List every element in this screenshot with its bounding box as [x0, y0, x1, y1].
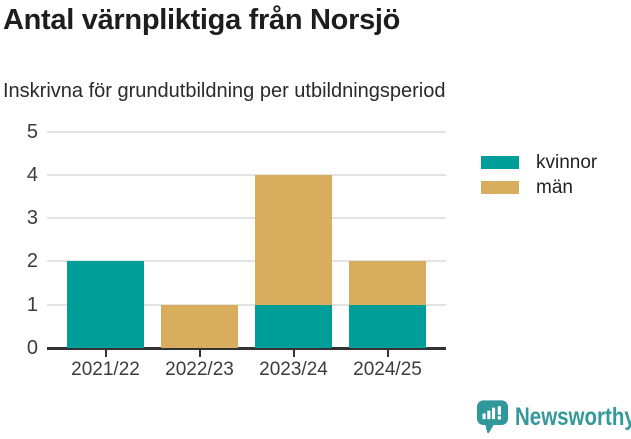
- brand-name: Newsworthy: [515, 402, 631, 431]
- newsworthy-logo-icon: [477, 400, 508, 434]
- bar-segment-kvinnor: [349, 304, 426, 348]
- legend-swatch-kvinnor: [481, 156, 519, 169]
- chart-title: Antal värnpliktiga från Norsjö: [3, 4, 401, 36]
- x-axis-tick-label: 2023/24: [259, 359, 328, 380]
- bar-segment-kvinnor: [67, 261, 144, 348]
- y-axis-tick-label: 3: [26, 207, 38, 230]
- y-axis-tick-label: 4: [26, 163, 38, 186]
- y-axis-tick-label: 5: [26, 120, 38, 143]
- bar-segment-män: [161, 304, 238, 348]
- bar-segment-män: [255, 174, 332, 305]
- x-axis-tick-label: 2021/22: [71, 359, 140, 380]
- legend-label: kvinnor: [536, 151, 598, 173]
- x-axis-tick-mark: [386, 349, 389, 357]
- y-axis-tick-label: 2: [26, 250, 38, 273]
- legend-label: män: [536, 176, 573, 198]
- x-axis-line: [47, 346, 446, 350]
- x-axis-tick-mark: [198, 349, 201, 357]
- y-gridline: [47, 260, 446, 263]
- chart-legend: kvinnor män: [481, 150, 597, 200]
- bar-segment-män: [349, 261, 426, 305]
- brand-footer: Newsworthy: [477, 400, 631, 434]
- legend-swatch-män: [481, 181, 519, 194]
- x-axis-tick-mark: [104, 349, 107, 357]
- x-axis-tick-label: 2024/25: [353, 359, 422, 380]
- x-axis-tick-mark: [292, 349, 295, 357]
- legend-item-män: män: [481, 175, 597, 200]
- chart-subtitle: Inskrivna för grundutbildning per utbild…: [3, 80, 446, 102]
- y-gridline: [47, 130, 446, 133]
- y-axis-tick-label: 0: [26, 337, 38, 359]
- y-gridline: [47, 303, 446, 306]
- x-axis-tick-label: 2022/23: [165, 359, 234, 380]
- y-axis-tick-label: 1: [26, 293, 38, 316]
- bar-segment-kvinnor: [255, 304, 332, 348]
- y-gridline: [47, 173, 446, 176]
- legend-item-kvinnor: kvinnor: [481, 150, 597, 175]
- y-gridline: [47, 217, 446, 220]
